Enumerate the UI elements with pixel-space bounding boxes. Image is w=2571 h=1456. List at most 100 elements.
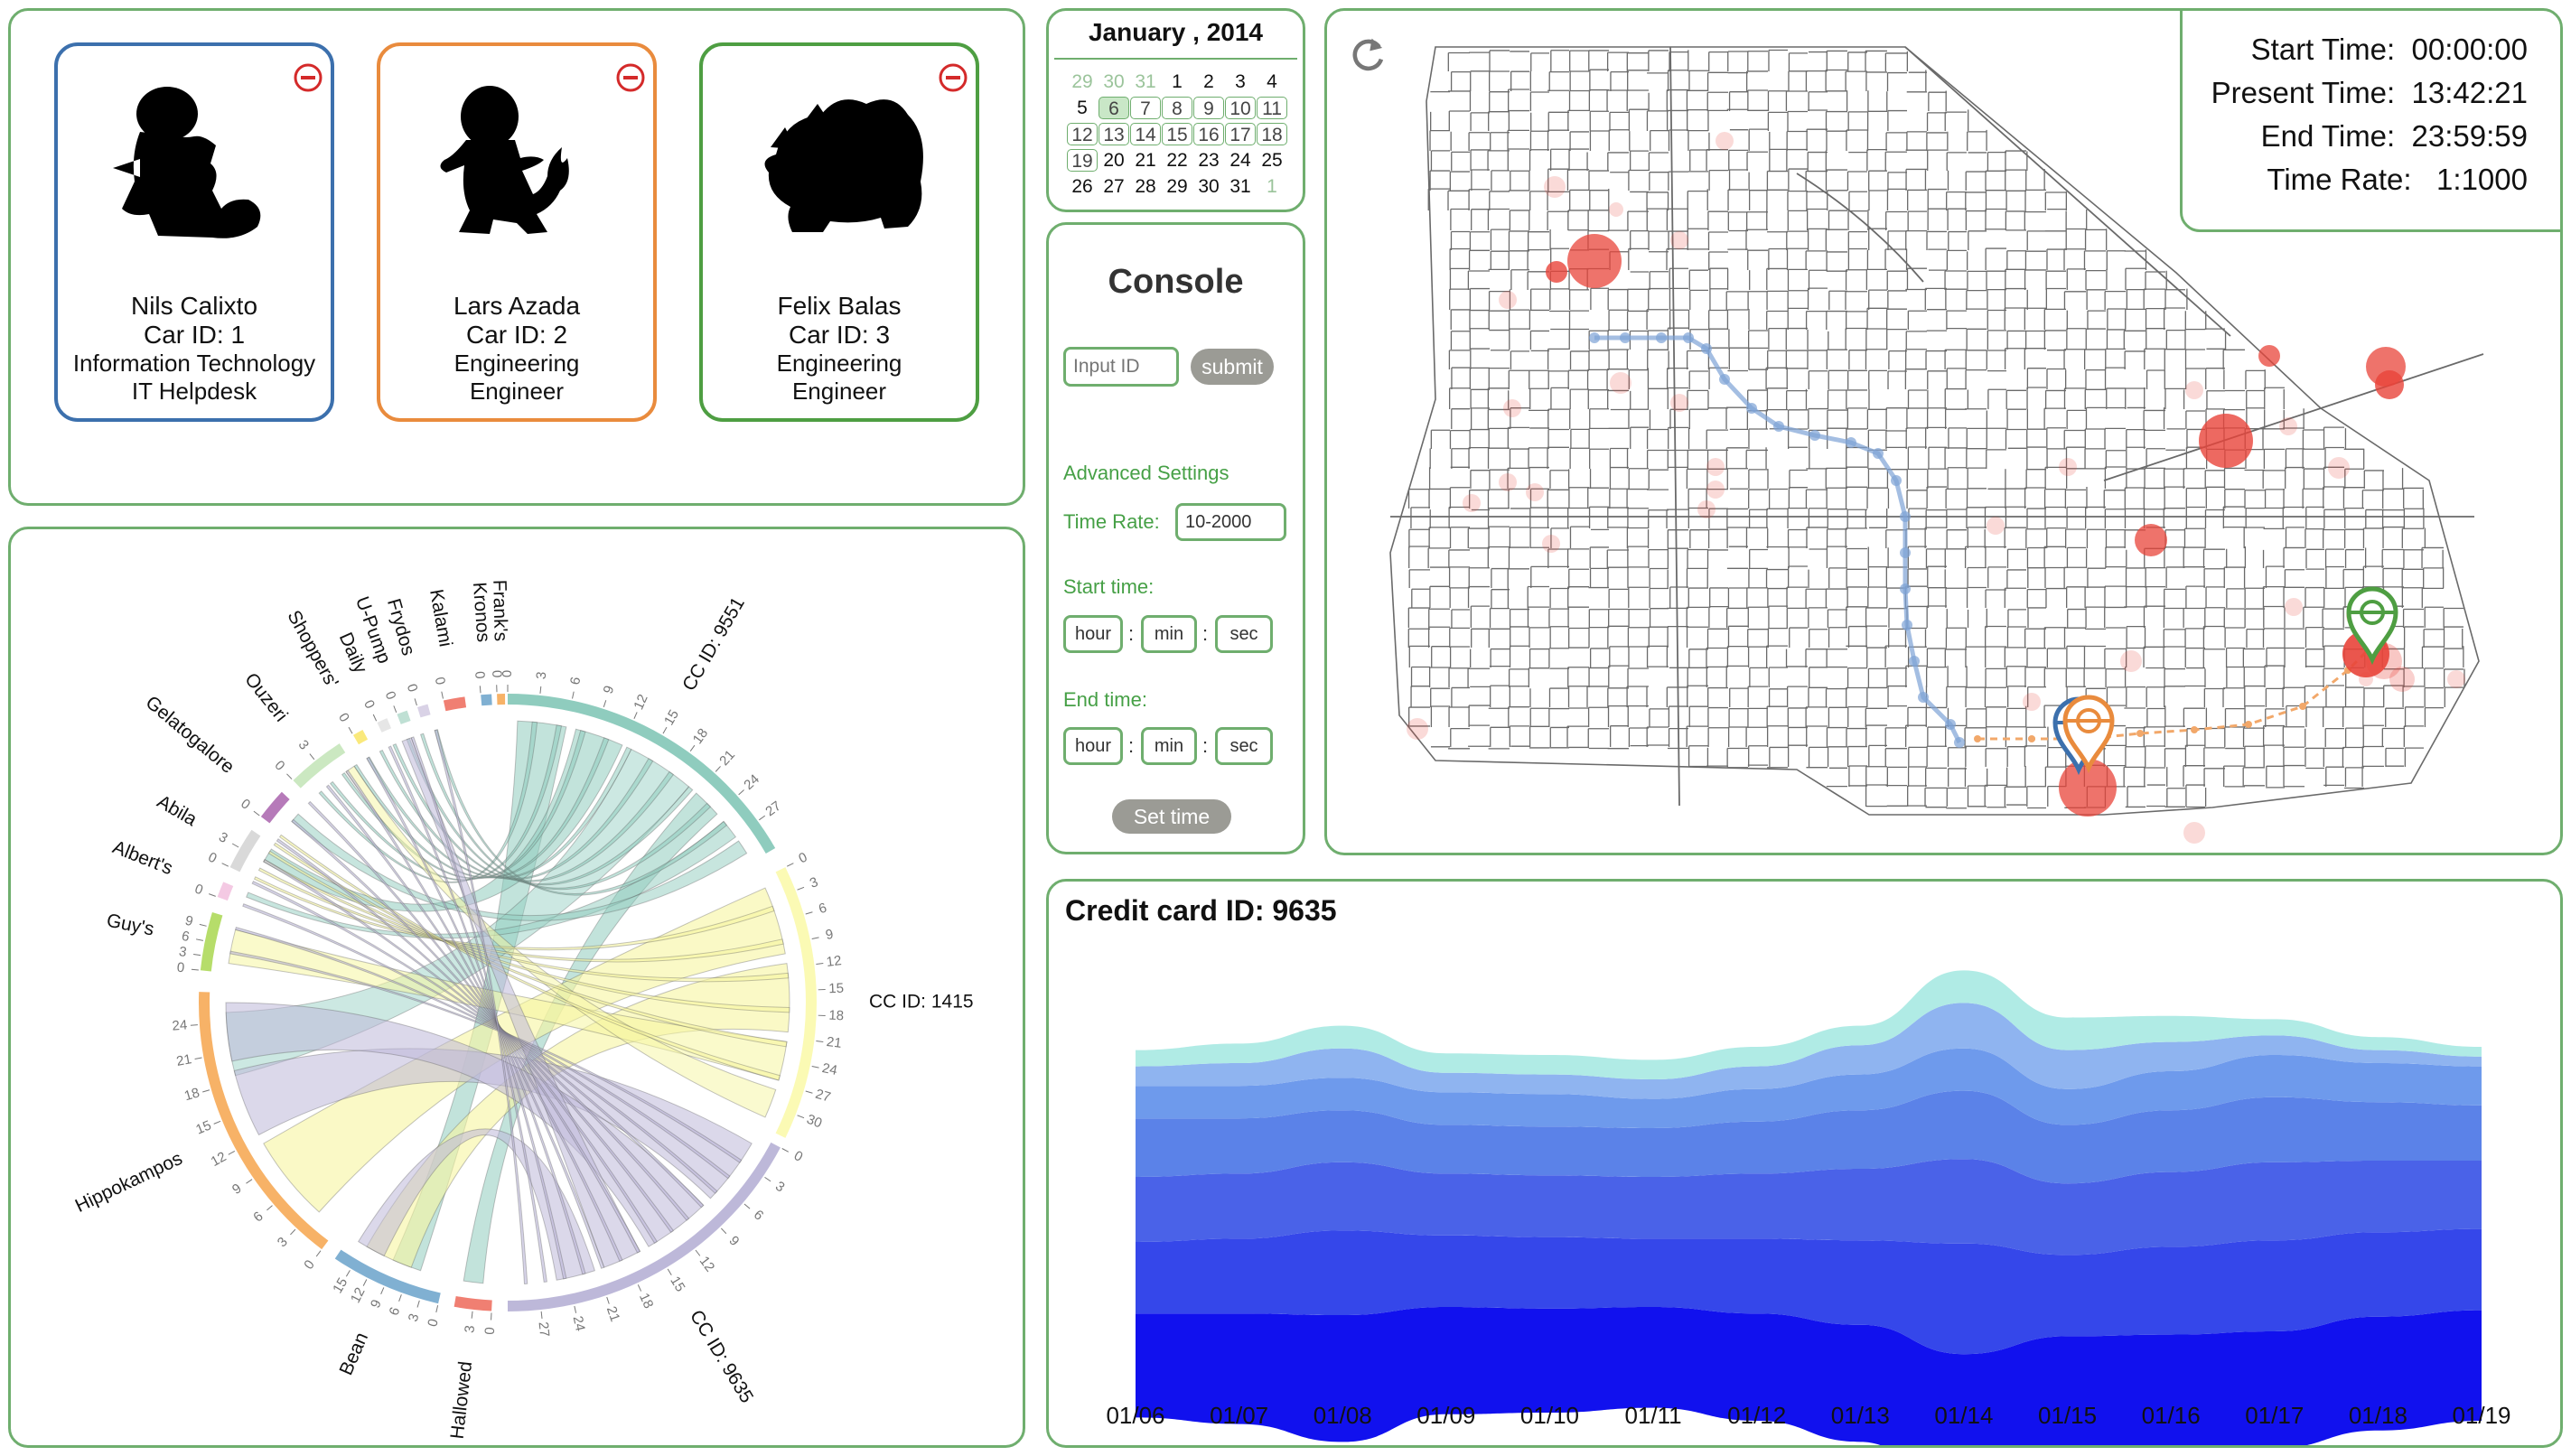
stream-layer[interactable] xyxy=(1136,1159,2482,1255)
calendar-day[interactable]: 4 xyxy=(1267,71,1277,92)
event-marker[interactable] xyxy=(1670,231,1688,249)
event-marker[interactable] xyxy=(2059,458,2077,476)
chord-ribbon[interactable] xyxy=(434,729,528,1284)
chord-ribbon[interactable] xyxy=(345,770,605,1269)
chord-ribbon[interactable] xyxy=(388,745,567,1280)
chord-ribbon[interactable] xyxy=(253,876,775,951)
stream-layer[interactable] xyxy=(1136,1048,2482,1128)
event-marker[interactable] xyxy=(1503,399,1521,417)
city-map[interactable] xyxy=(1327,11,2560,853)
event-marker[interactable] xyxy=(2185,381,2203,399)
event-marker[interactable] xyxy=(1670,394,1688,412)
event-marker[interactable] xyxy=(2375,370,2404,399)
end-min-input[interactable]: min xyxy=(1141,727,1197,765)
chord-ribbon[interactable] xyxy=(341,730,586,880)
chord-ribbon[interactable] xyxy=(410,736,547,1283)
chord-ribbon[interactable] xyxy=(357,1128,596,1281)
chord-ribbon[interactable] xyxy=(379,749,654,881)
chord-ribbon[interactable] xyxy=(392,743,675,882)
calendar-day[interactable]: 16 xyxy=(1193,123,1224,145)
calendar-day[interactable]: 21 xyxy=(1135,150,1156,171)
calendar-day[interactable]: 30 xyxy=(1103,71,1125,92)
chord-group-arc[interactable] xyxy=(417,704,431,718)
calendar-day[interactable]: 20 xyxy=(1103,150,1125,171)
event-marker[interactable] xyxy=(2183,822,2205,844)
set-time-button[interactable]: Set time xyxy=(1112,799,1231,834)
chord-ribbon[interactable] xyxy=(401,737,641,1268)
stream-layer[interactable] xyxy=(1136,1307,2482,1445)
chord-group-arc[interactable] xyxy=(508,694,776,854)
stream-layer[interactable] xyxy=(1136,1003,2482,1099)
remove-icon[interactable] xyxy=(615,62,646,93)
employee-card[interactable]: Lars Azada Car ID: 2 Engineering Enginee… xyxy=(377,42,657,422)
chord-ribbon[interactable] xyxy=(267,850,790,1013)
calendar-day[interactable]: 1 xyxy=(1267,176,1277,197)
employee-card[interactable]: Felix Balas Car ID: 3 Engineering Engine… xyxy=(699,42,979,422)
event-marker[interactable] xyxy=(2285,598,2303,616)
event-marker[interactable] xyxy=(1499,291,1517,309)
chord-group-arc[interactable] xyxy=(775,867,817,1138)
calendar-day[interactable]: 19 xyxy=(1067,149,1098,172)
start-sec-input[interactable]: sec xyxy=(1215,615,1273,653)
chord-group-arc[interactable] xyxy=(443,696,467,712)
calendar-day[interactable]: 30 xyxy=(1198,176,1220,197)
time-rate-input[interactable]: 10-2000 xyxy=(1175,503,1286,541)
event-marker[interactable] xyxy=(1610,372,1631,394)
chord-ribbon[interactable] xyxy=(263,858,690,1221)
event-marker[interactable] xyxy=(1544,176,1566,198)
chord-ribbon[interactable] xyxy=(307,800,641,1254)
chord-ribbon[interactable] xyxy=(242,903,718,1194)
event-marker[interactable] xyxy=(1697,500,1716,518)
chord-group-arc[interactable] xyxy=(293,743,346,789)
event-marker[interactable] xyxy=(1407,718,1428,740)
car-pin-orange-icon[interactable] xyxy=(2062,695,2115,774)
chord-ribbon[interactable] xyxy=(273,842,788,1048)
chord-ribbon[interactable] xyxy=(263,728,623,912)
event-marker[interactable] xyxy=(1706,481,1725,499)
chord-group-arc[interactable] xyxy=(260,791,290,824)
calendar-day[interactable]: 22 xyxy=(1166,150,1188,171)
chord-group-arc[interactable] xyxy=(377,718,392,733)
calendar-day[interactable]: 31 xyxy=(1135,71,1156,92)
chord-group-arc[interactable] xyxy=(353,730,369,745)
event-marker[interactable] xyxy=(2135,524,2167,556)
calendar-day[interactable]: 25 xyxy=(1261,150,1283,171)
chord-ribbon[interactable] xyxy=(257,867,784,963)
calendar-day[interactable]: 27 xyxy=(1103,176,1125,197)
start-min-input[interactable]: min xyxy=(1141,615,1197,653)
event-marker[interactable] xyxy=(1987,517,2005,535)
event-marker[interactable] xyxy=(2279,417,2297,435)
calendar-day[interactable]: 1 xyxy=(1172,71,1183,92)
refresh-icon[interactable] xyxy=(1347,34,1388,76)
calendar-day[interactable]: 10 xyxy=(1225,97,1256,119)
calendar-day[interactable]: 18 xyxy=(1257,123,1287,145)
calendar-day[interactable]: 31 xyxy=(1229,176,1251,197)
chord-ribbon[interactable] xyxy=(263,858,790,983)
chord-ribbon[interactable] xyxy=(419,733,712,891)
stream-layer[interactable] xyxy=(1136,1228,2482,1355)
chord-ribbon[interactable] xyxy=(276,838,675,1234)
event-marker[interactable] xyxy=(1609,202,1623,217)
event-marker[interactable] xyxy=(1526,483,1544,501)
event-marker[interactable] xyxy=(2120,650,2142,672)
calendar-day[interactable]: 26 xyxy=(1071,176,1093,197)
event-marker[interactable] xyxy=(1463,494,1481,512)
chord-group-arc[interactable] xyxy=(453,1295,492,1311)
chord-ribbon[interactable] xyxy=(366,756,586,1275)
calendar-day[interactable]: 11 xyxy=(1257,97,1287,119)
chord-ribbon[interactable] xyxy=(225,1002,705,1247)
chord-group-arc[interactable] xyxy=(334,1249,441,1304)
stream-chart[interactable]: 01/06 01/07 01/08 01/09 01/10 01/11 01/12 01/13… xyxy=(1049,882,2560,1445)
chord-ribbon[interactable] xyxy=(318,721,538,883)
submit-button[interactable]: submit xyxy=(1191,349,1274,385)
chord-group-arc[interactable] xyxy=(200,912,223,972)
id-input[interactable] xyxy=(1063,347,1179,387)
event-marker[interactable] xyxy=(2023,693,2041,711)
remove-icon[interactable] xyxy=(938,62,968,93)
employee-card[interactable]: Nils Calixto Car ID: 1 Information Techn… xyxy=(54,42,334,422)
event-marker[interactable] xyxy=(1546,261,1567,283)
calendar-day[interactable]: 6 xyxy=(1099,97,1129,119)
calendar-day[interactable]: 24 xyxy=(1229,150,1251,171)
chord-group-arc[interactable] xyxy=(397,710,411,724)
